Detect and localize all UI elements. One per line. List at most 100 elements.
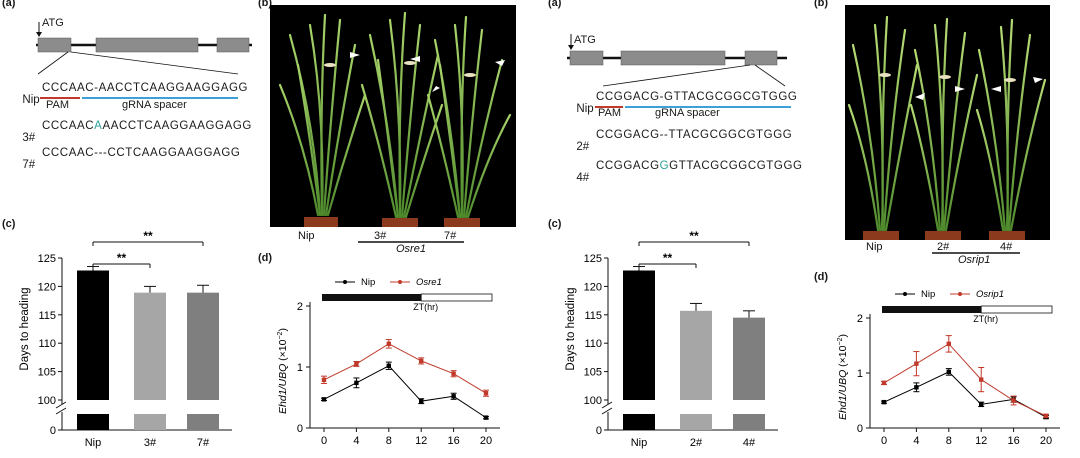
- seq-name: Nip: [22, 94, 40, 106]
- y-tick-label: 1: [297, 362, 303, 374]
- legend-label: Osre1: [416, 277, 442, 288]
- bar: [623, 270, 655, 400]
- plant-photo-left: [270, 5, 516, 227]
- x-tick-label: Nip: [85, 437, 102, 449]
- plant-label-nip-left: Nip: [298, 230, 315, 242]
- seq-text: CCCAAC-AACCTCAAGGAAGGAGG: [42, 82, 249, 94]
- x-tick-label: 12: [975, 435, 987, 447]
- x-tick-label: 12: [415, 435, 427, 447]
- group-label-left: Osre1: [396, 243, 426, 255]
- series-line: [323, 343, 487, 394]
- series-line: [883, 371, 1047, 418]
- series-line: [883, 343, 1047, 417]
- data-point: [451, 371, 456, 376]
- data-point: [1043, 413, 1049, 419]
- y-axis-label: Ehd1/UBQ (×10−2): [837, 334, 849, 420]
- y-tick-label: 0: [50, 425, 56, 437]
- y-tick-label: 2: [857, 313, 863, 325]
- seq-row-7-left: 7# CCCAAC---CCTCAAGGAAGGAGG: [16, 147, 239, 183]
- axis-break-mark: [601, 401, 613, 409]
- data-point: [451, 394, 456, 399]
- significance-label: **: [117, 251, 127, 265]
- panel-label-d-right: (d): [814, 271, 829, 283]
- plant-illustration: [278, 11, 512, 227]
- panel-label-c-right: (c): [548, 218, 562, 230]
- data-point: [321, 397, 327, 402]
- data-point: [386, 363, 391, 368]
- bar-chart-left: 100 105 110 115 120 125 0 Days to heading Nip 3# 7…: [19, 229, 232, 449]
- bar-base: [680, 414, 712, 430]
- seq-name: 2#: [576, 141, 590, 153]
- spacer-label-left: gRNA spacer: [122, 99, 187, 111]
- y-tick-label: 125: [38, 253, 56, 265]
- data-point: [979, 377, 984, 382]
- y-tick-label: 105: [584, 367, 602, 379]
- plant-illustration: [847, 15, 1047, 240]
- data-point: [979, 402, 984, 407]
- seq-text: CCCAACAAACCTCAAGGAAGGAGG: [42, 120, 252, 132]
- light-period-bar: [980, 305, 1053, 314]
- y-axis-label: Days to heading: [565, 287, 577, 370]
- y-tick-label: 110: [38, 338, 56, 350]
- data-point: [419, 398, 424, 404]
- significance-label: **: [689, 229, 699, 243]
- gene-structure-left: [36, 22, 252, 75]
- bar-base: [733, 414, 765, 430]
- legend-label: Nip: [361, 277, 375, 288]
- panel-label-c-left: (c): [2, 218, 16, 230]
- x-tick-label: 0: [321, 435, 327, 447]
- axis-break-mark: [55, 407, 67, 415]
- atg-label-right: ATG: [574, 34, 596, 46]
- y-tick-label: 120: [584, 281, 602, 293]
- pam-label-left: PAM: [46, 99, 70, 111]
- data-point: [946, 369, 951, 375]
- group-label-right: Osrip1: [958, 254, 991, 266]
- x-tick-label: 8: [946, 435, 952, 447]
- data-point: [321, 377, 327, 383]
- x-tick-label: 4#: [743, 437, 756, 449]
- bar: [77, 270, 109, 400]
- seq-name: Nip: [576, 103, 594, 115]
- y-tick-label: 1: [857, 368, 863, 380]
- dark-period-bar: [322, 294, 422, 301]
- bar: [680, 310, 712, 400]
- significance-label: **: [143, 229, 153, 243]
- y-tick-label: 115: [38, 310, 56, 322]
- seq-name: 7#: [22, 159, 36, 171]
- y-axis-label: Days to heading: [19, 287, 31, 370]
- legend-label: Nip: [921, 289, 935, 300]
- seq-row-3-left: 3# CCCAACAAACCTCAAGGAAGGAGG: [16, 120, 251, 156]
- pam-spacer-underline-right: [595, 106, 791, 108]
- bar: [733, 317, 765, 400]
- plant-label-nip-right: Nip: [866, 241, 883, 253]
- bar-chart-right: 100 105 110 115 120 125 0 Days to heading Nip 2# 4…: [565, 229, 778, 449]
- panel-label-b-right: (b): [814, 0, 829, 9]
- y-tick-label: 0: [297, 423, 303, 435]
- y-tick-label: 120: [38, 281, 56, 293]
- y-tick-label: 115: [584, 310, 602, 322]
- x-tick-label: 20: [480, 435, 492, 447]
- seq-row-2-right: 2# CCGGACG--TTACGCGGCGTGGG: [570, 129, 791, 165]
- x-tick-label: 0: [881, 435, 887, 447]
- bar: [134, 292, 166, 400]
- bar: [187, 292, 219, 400]
- seq-row-nip-right: Nip CCGGACG-GTTACGCGGCGTGGG: [570, 91, 796, 127]
- spacer-label-right: gRNA spacer: [655, 107, 720, 119]
- seq-text: CCGGACGGGTTACGCGGCGTGGG: [596, 160, 803, 172]
- significance-label: **: [663, 251, 673, 265]
- axis-break-mark: [601, 407, 613, 415]
- seq-text: CCGGACG-GTTACGCGGCGTGGG: [596, 91, 798, 103]
- legend-marker-mutant: [958, 292, 962, 296]
- x-tick-label: 4: [913, 435, 919, 447]
- pam-label-right: PAM: [598, 107, 622, 119]
- data-point: [354, 380, 359, 386]
- plant-photo-right: [845, 5, 1050, 240]
- seq-row-4-right: 4# CCGGACGGGTTACGCGGCGTGGG: [570, 160, 802, 196]
- group-line-right: [932, 252, 1020, 254]
- y-tick-label: 2: [297, 301, 303, 313]
- x-tick-label: 2#: [690, 437, 703, 449]
- bar-base: [623, 414, 655, 430]
- x-tick-label: Nip: [631, 437, 648, 449]
- y-tick-label: 0: [596, 425, 602, 437]
